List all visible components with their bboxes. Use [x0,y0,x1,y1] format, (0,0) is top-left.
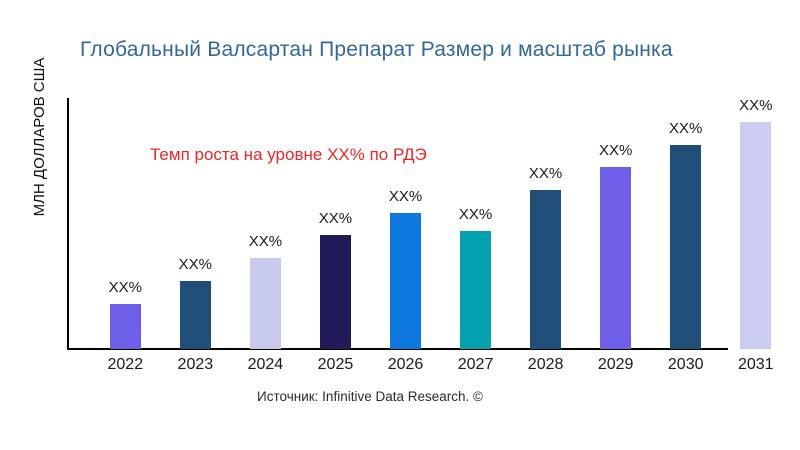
bar-2027 [460,231,492,349]
y-axis-label: МЛН ДОЛЛАРОВ США [31,57,48,217]
x-tick-2023: 2023 [177,356,214,373]
bar-value-label-2025: XX% [318,210,353,227]
bar-value-label-2023: XX% [178,256,213,273]
bar-2023 [179,281,211,349]
bar-value-label-2029: XX% [598,142,633,159]
bar-value-label-2028: XX% [528,165,563,182]
bar-2024 [249,258,281,349]
x-axis-line [67,348,728,350]
bar-2030 [670,145,702,349]
y-axis-line [67,98,69,350]
x-tick-2027: 2027 [457,356,494,373]
x-tick-2022: 2022 [107,356,144,373]
growth-rate-annotation: Темп роста на уровне XX% по РДЭ [150,145,427,164]
bar-value-label-2027: XX% [458,206,493,223]
bar-value-label-2024: XX% [248,233,283,250]
bar-2031 [740,122,772,349]
chart-title: Глобальный Валсартан Препарат Размер и м… [80,38,673,61]
x-tick-2024: 2024 [247,356,284,373]
source-credit: Источник: Infinitive Data Research. © [257,389,483,404]
bar-2026 [390,213,421,349]
x-tick-2029: 2029 [597,356,634,373]
x-tick-2030: 2030 [667,356,704,373]
x-tick-2031: 2031 [737,356,774,373]
bar-2022 [109,304,141,349]
bar-value-label-2026: XX% [388,188,423,205]
bar-value-label-2030: XX% [669,120,703,137]
bar-2029 [600,167,632,349]
bar-value-label-2031: XX% [739,97,773,114]
x-tick-2028: 2028 [527,356,564,373]
bar-2028 [530,190,562,349]
bar-2025 [319,235,351,349]
bar-value-label-2022: XX% [108,279,142,296]
x-tick-2026: 2026 [387,356,424,373]
x-tick-2025: 2025 [317,356,354,373]
